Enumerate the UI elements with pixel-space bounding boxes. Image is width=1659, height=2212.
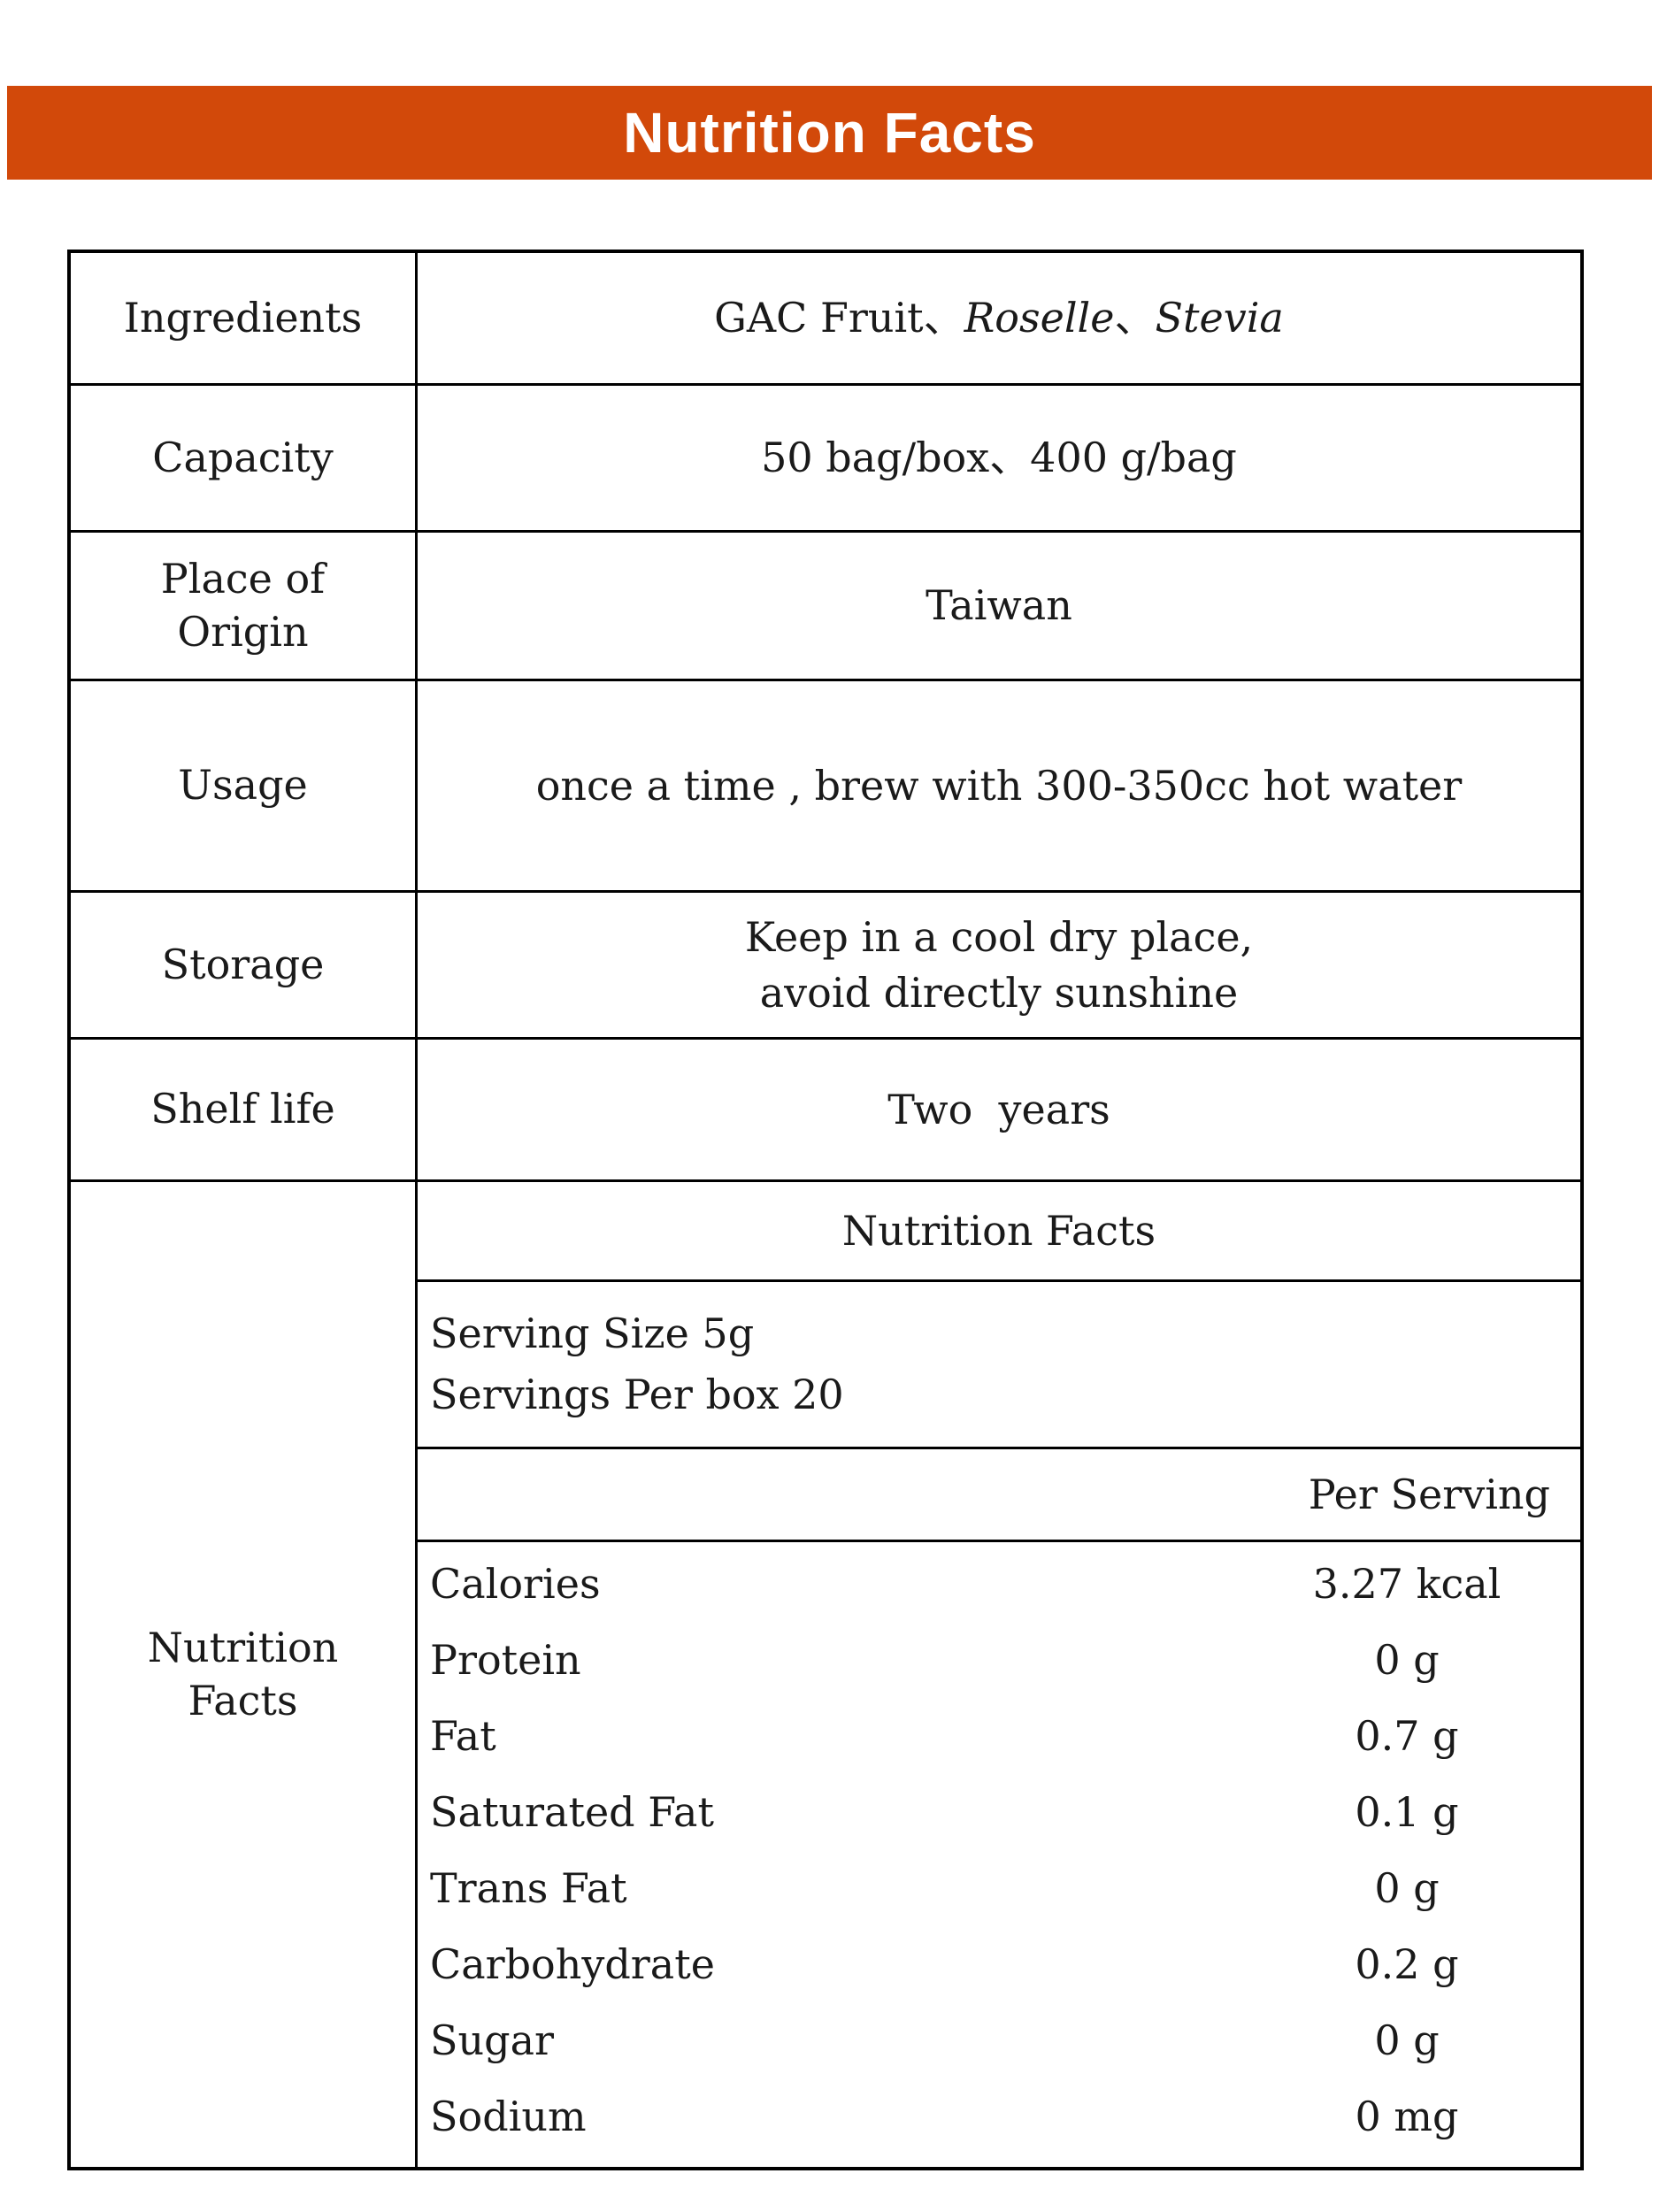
row-label-ingredients: Ingredients [71, 253, 418, 383]
serving-size: Serving Size 5g [430, 1310, 755, 1357]
row-label-shelf-life: Shelf life [71, 1040, 418, 1179]
nutrient-row: Carbohydrate 0.2 g [418, 1937, 1580, 1992]
nutrient-value: 0.2 g [1355, 1939, 1459, 1988]
table-row-nutrition-facts: Nutrition Facts Nutrition Facts Serving … [71, 1182, 1580, 2167]
nutrient-name: Fat [430, 1711, 496, 1760]
row-value-usage: once a time , brew with 300-350cc hot wa… [535, 761, 1463, 810]
table-row-storage: Storage Keep in a cool dry place, avoid … [71, 893, 1580, 1040]
row-label-storage: Storage [71, 893, 418, 1037]
table-row-capacity: Capacity 50 bag/box、400 g/bag [71, 386, 1580, 533]
storage-line-1: Keep in a cool dry place, [744, 913, 1254, 962]
nutrient-value: 0 g [1374, 1863, 1440, 1912]
nutrient-name: Calories [430, 1560, 601, 1608]
row-value-capacity: 50 bag/box、400 g/bag [761, 434, 1237, 482]
product-info-table: Ingredients GAC Fruit、Roselle、Stevia Cap… [67, 250, 1584, 2170]
nutrient-name: Trans Fat [430, 1863, 627, 1912]
row-value-storage: Keep in a cool dry place, avoid directly… [418, 893, 1580, 1037]
nutrition-panel-title: Nutrition Facts [418, 1182, 1580, 1282]
nutrient-row: Calories 3.27 kcal [418, 1556, 1580, 1611]
nutrient-value: 0.1 g [1355, 1787, 1459, 1836]
nutrient-row: Fat 0.7 g [418, 1709, 1580, 1763]
nutrient-list: Calories 3.27 kcal Protein 0 g Fat [418, 1542, 1580, 2167]
row-label-capacity: Capacity [71, 386, 418, 530]
nutrient-row: Sodium 0 mg [418, 2089, 1580, 2144]
nutrient-value: 0 mg [1355, 2092, 1459, 2140]
nutrient-name: Protein [430, 1635, 581, 1684]
nutrient-value: 0 g [1374, 2016, 1440, 2064]
nutrient-row: Saturated Fat 0.1 g [418, 1785, 1580, 1839]
nutrition-facts-panel: Nutrition Facts Serving Size 5g Servings… [418, 1182, 1580, 2167]
table-row-origin: Place of Origin Taiwan [71, 533, 1580, 681]
row-label-origin: Place of Origin [71, 533, 418, 679]
nutrient-row: Protein 0 g [418, 1632, 1580, 1687]
row-value-ingredients: GAC Fruit、Roselle、Stevia [714, 294, 1284, 342]
nutrient-row: Trans Fat 0 g [418, 1861, 1580, 1916]
nutrient-value: 0.7 g [1355, 1711, 1459, 1760]
table-row-ingredients: Ingredients GAC Fruit、Roselle、Stevia [71, 253, 1580, 386]
table-row-usage: Usage once a time , brew with 300-350cc … [71, 681, 1580, 893]
nutrient-value: 3.27 kcal [1312, 1560, 1502, 1608]
nutrient-name: Sodium [430, 2092, 587, 2140]
serving-info-block: Serving Size 5g Servings Per box 20 [418, 1282, 1580, 1449]
storage-line-2: avoid directly sunshine [759, 968, 1239, 1017]
per-serving-header: Per Serving [418, 1449, 1580, 1542]
row-value-shelf-life: Two years [887, 1085, 1110, 1133]
row-label-usage: Usage [71, 681, 418, 890]
nutrient-name: Carbohydrate [430, 1939, 715, 1988]
nutrient-row: Sugar 0 g [418, 2013, 1580, 2068]
nutrient-value: 0 g [1374, 1635, 1440, 1684]
page-title: Nutrition Facts [623, 101, 1036, 165]
row-value-nutrition-facts: Nutrition Facts Serving Size 5g Servings… [418, 1182, 1580, 2167]
nutrient-name: Sugar [430, 2016, 554, 2064]
page-title-banner: Nutrition Facts [7, 86, 1652, 180]
table-row-shelf-life: Shelf life Two years [71, 1040, 1580, 1182]
row-label-nutrition-facts: Nutrition Facts [71, 1182, 418, 2167]
nutrient-name: Saturated Fat [430, 1787, 714, 1836]
row-value-origin: Taiwan [926, 581, 1072, 630]
servings-per-box: Servings Per box 20 [430, 1371, 844, 1418]
